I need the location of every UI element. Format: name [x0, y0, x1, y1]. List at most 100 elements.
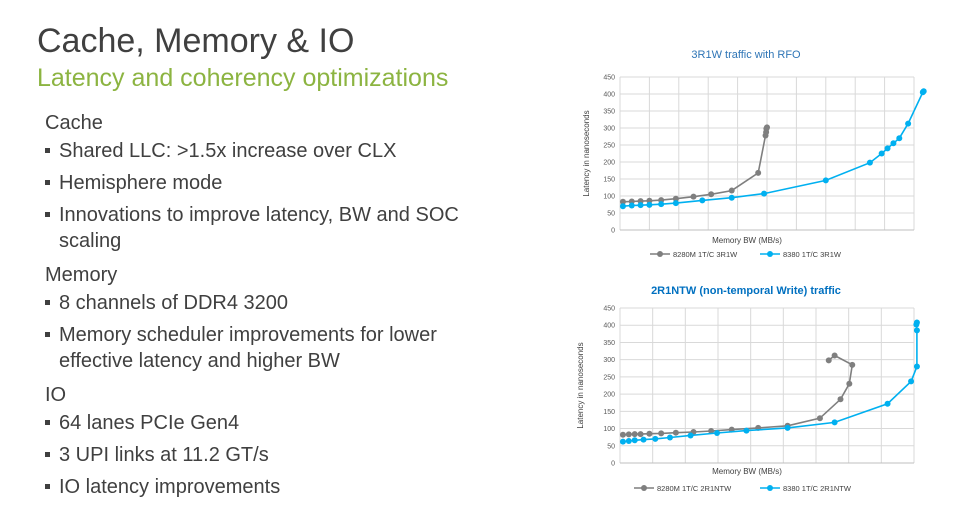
- legend-marker: [657, 251, 663, 257]
- data-point: [646, 430, 653, 437]
- legend-marker: [767, 485, 773, 491]
- bullet-text: Innovations to improve latency, BW and S…: [59, 204, 459, 252]
- data-point: [625, 437, 632, 444]
- data-point: [831, 352, 838, 359]
- data-point: [690, 193, 697, 200]
- y-tick-label: 350: [603, 109, 615, 116]
- y-tick-label: 400: [603, 323, 615, 330]
- bullet-text: Hemisphere mode: [59, 172, 223, 194]
- series-line-blue: [622, 322, 918, 443]
- data-point: [743, 427, 750, 434]
- y-tick-label: 100: [603, 194, 615, 201]
- data-point: [763, 125, 770, 132]
- data-point: [884, 145, 891, 152]
- data-point: [672, 429, 679, 436]
- data-point: [708, 191, 715, 198]
- data-point: [913, 327, 920, 334]
- y-tick-label: 200: [603, 160, 615, 167]
- bullet-square-icon: [45, 484, 50, 489]
- y-tick-label: 50: [607, 443, 615, 450]
- data-point: [619, 438, 626, 445]
- data-point: [619, 431, 626, 438]
- data-point: [816, 415, 823, 422]
- data-point: [672, 200, 679, 207]
- legend-label: 8280M 1T/C 3R1W: [673, 250, 738, 259]
- bullet-item: Memory scheduler improvements for lower …: [45, 322, 515, 374]
- y-tick-label: 150: [603, 409, 615, 416]
- data-point: [728, 194, 735, 201]
- y-tick-label: 100: [603, 426, 615, 433]
- data-point: [762, 132, 769, 139]
- data-point: [728, 187, 735, 194]
- series-line-blue: [622, 90, 925, 207]
- y-tick-label: 350: [603, 340, 615, 347]
- data-point: [690, 429, 697, 435]
- data-point: [628, 202, 635, 209]
- data-point: [637, 431, 644, 438]
- chart-title: 3R1W traffic with RFO: [691, 49, 801, 61]
- bullet-item: Shared LLC: >1.5x increase over CLX: [45, 138, 515, 164]
- bullet-square-icon: [45, 300, 50, 305]
- data-point: [913, 321, 920, 328]
- bullet-text: Memory scheduler improvements for lower …: [59, 324, 437, 372]
- y-axis-label: Latency in nanoseconds: [582, 110, 591, 196]
- data-point: [646, 201, 653, 208]
- section-heading-io: IO: [45, 384, 67, 406]
- data-point: [619, 198, 626, 205]
- data-point: [908, 378, 915, 385]
- data-point: [890, 140, 897, 147]
- data-point: [763, 129, 770, 136]
- data-point: [764, 124, 770, 131]
- bullet-item: Innovations to improve latency, BW and S…: [45, 202, 515, 254]
- data-point: [631, 437, 638, 444]
- data-point: [896, 135, 903, 142]
- legend-marker: [767, 251, 773, 257]
- y-tick-label: 250: [603, 374, 615, 381]
- bullet-square-icon: [45, 420, 50, 425]
- legend-marker: [641, 485, 647, 491]
- data-point: [784, 424, 791, 431]
- bullet-text: 3 UPI links at 11.2 GT/s: [59, 444, 269, 466]
- x-axis-label: Memory BW (MB/s): [712, 236, 782, 245]
- y-tick-label: 0: [611, 228, 615, 235]
- bullet-item: 8 channels of DDR4 3200: [45, 290, 515, 316]
- bullet-text: Shared LLC: >1.5x increase over CLX: [59, 140, 397, 162]
- data-point: [699, 197, 706, 204]
- data-point: [878, 150, 885, 157]
- data-point: [825, 357, 832, 364]
- data-point: [913, 319, 920, 326]
- data-point: [884, 400, 891, 407]
- data-point: [666, 434, 673, 441]
- data-point: [714, 430, 721, 437]
- bullet-square-icon: [45, 452, 50, 457]
- data-point: [831, 419, 838, 426]
- y-tick-label: 450: [603, 75, 615, 82]
- bullet-text: IO latency improvements: [59, 476, 281, 498]
- data-point: [646, 197, 653, 204]
- data-point: [640, 436, 647, 443]
- y-tick-label: 250: [603, 143, 615, 150]
- data-point: [920, 88, 927, 95]
- series-line-gray: [622, 126, 768, 203]
- data-point: [849, 361, 856, 368]
- x-axis-label: Memory BW (MB/s): [712, 467, 782, 476]
- bullet-item: IO latency improvements: [45, 474, 515, 500]
- y-tick-label: 150: [603, 177, 615, 184]
- section-heading-cache: Cache: [45, 112, 103, 134]
- data-point: [784, 422, 791, 429]
- y-tick-label: 50: [607, 211, 615, 218]
- bullet-square-icon: [45, 332, 50, 337]
- y-tick-label: 200: [603, 392, 615, 399]
- bullet-item: 64 lanes PCIe Gen4: [45, 410, 515, 436]
- data-point: [687, 432, 694, 439]
- data-point: [919, 89, 926, 96]
- data-point: [846, 380, 853, 387]
- data-point: [637, 198, 644, 205]
- bullet-item: 3 UPI links at 11.2 GT/s: [45, 442, 515, 468]
- y-tick-label: 450: [603, 306, 615, 313]
- data-point: [913, 363, 920, 370]
- bullet-text: 64 lanes PCIe Gen4: [59, 412, 240, 434]
- slide-body: Cache Shared LLC: >1.5x increase over CL…: [45, 108, 515, 506]
- data-point: [628, 198, 635, 205]
- slide-title: Cache, Memory & IO: [37, 22, 355, 60]
